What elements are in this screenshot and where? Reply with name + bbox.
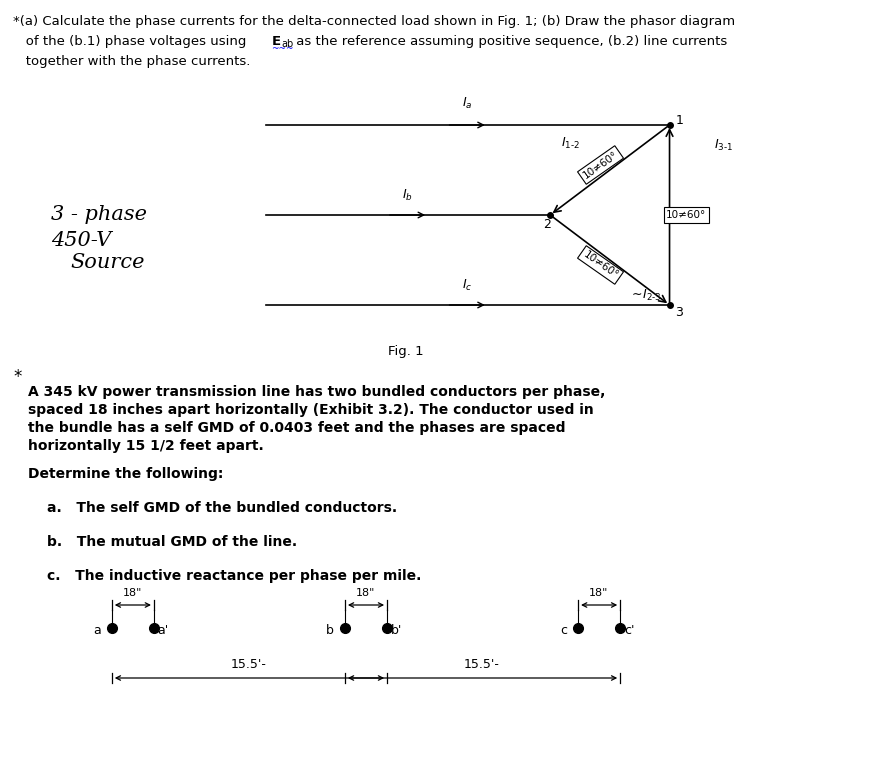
Text: $\sim\!I_{2\text{-}3}$: $\sim\!I_{2\text{-}3}$ <box>628 288 660 302</box>
Text: 15.5'-: 15.5'- <box>464 658 500 671</box>
Text: 10≠60°: 10≠60° <box>580 149 620 181</box>
Text: *(a) Calculate the phase currents for the delta-connected load shown in Fig. 1; : *(a) Calculate the phase currents for th… <box>13 15 734 28</box>
Text: ab: ab <box>282 39 294 49</box>
Text: 3 - phase: 3 - phase <box>51 205 147 225</box>
Text: c': c' <box>623 624 634 637</box>
Text: $I_{1\text{-}2}$: $I_{1\text{-}2}$ <box>561 135 580 151</box>
Text: together with the phase currents.: together with the phase currents. <box>13 55 250 68</box>
Text: 10≠60°: 10≠60° <box>580 249 620 281</box>
Text: spaced 18 inches apart horizontally (Exhibit 3.2). The conductor used in: spaced 18 inches apart horizontally (Exh… <box>28 403 593 417</box>
Text: ~~~: ~~~ <box>271 44 294 53</box>
Text: Fig. 1: Fig. 1 <box>388 345 423 358</box>
Text: 3: 3 <box>674 307 682 319</box>
Text: 2: 2 <box>542 218 550 231</box>
Text: 18": 18" <box>355 588 375 598</box>
Text: $I_{3\text{-}1}$: $I_{3\text{-}1}$ <box>713 138 733 152</box>
Text: the bundle has a self GMD of 0.0403 feet and the phases are spaced: the bundle has a self GMD of 0.0403 feet… <box>28 421 565 435</box>
Text: *: * <box>13 368 22 386</box>
Text: b': b' <box>390 624 401 637</box>
Text: of the (b.1) phase voltages using: of the (b.1) phase voltages using <box>13 35 250 48</box>
Text: c: c <box>560 624 567 637</box>
Text: 1: 1 <box>675 115 683 128</box>
Text: as the reference assuming positive sequence, (b.2) line currents: as the reference assuming positive seque… <box>291 35 726 48</box>
Text: 18": 18" <box>588 588 607 598</box>
Text: a.   The self GMD of the bundled conductors.: a. The self GMD of the bundled conductor… <box>47 501 396 515</box>
Text: a': a' <box>157 624 169 637</box>
Text: $\mathbf{E}$: $\mathbf{E}$ <box>271 35 282 48</box>
Text: a: a <box>93 624 101 637</box>
Text: $I_a$: $I_a$ <box>461 96 472 111</box>
Text: Source: Source <box>70 254 144 272</box>
Text: $I_b$: $I_b$ <box>401 188 413 203</box>
Text: Determine the following:: Determine the following: <box>28 467 223 481</box>
Text: $I_c$: $I_c$ <box>461 278 472 293</box>
Text: b.   The mutual GMD of the line.: b. The mutual GMD of the line. <box>47 535 296 549</box>
Text: 15.5'-: 15.5'- <box>231 658 267 671</box>
Text: c.   The inductive reactance per phase per mile.: c. The inductive reactance per phase per… <box>47 569 421 583</box>
Text: 18": 18" <box>123 588 142 598</box>
Text: 10≠60°: 10≠60° <box>666 210 706 220</box>
Text: b: b <box>326 624 334 637</box>
Text: A 345 kV power transmission line has two bundled conductors per phase,: A 345 kV power transmission line has two… <box>28 385 605 399</box>
Text: 450-V: 450-V <box>51 231 111 249</box>
Text: horizontally 15 1/2 feet apart.: horizontally 15 1/2 feet apart. <box>28 439 263 453</box>
